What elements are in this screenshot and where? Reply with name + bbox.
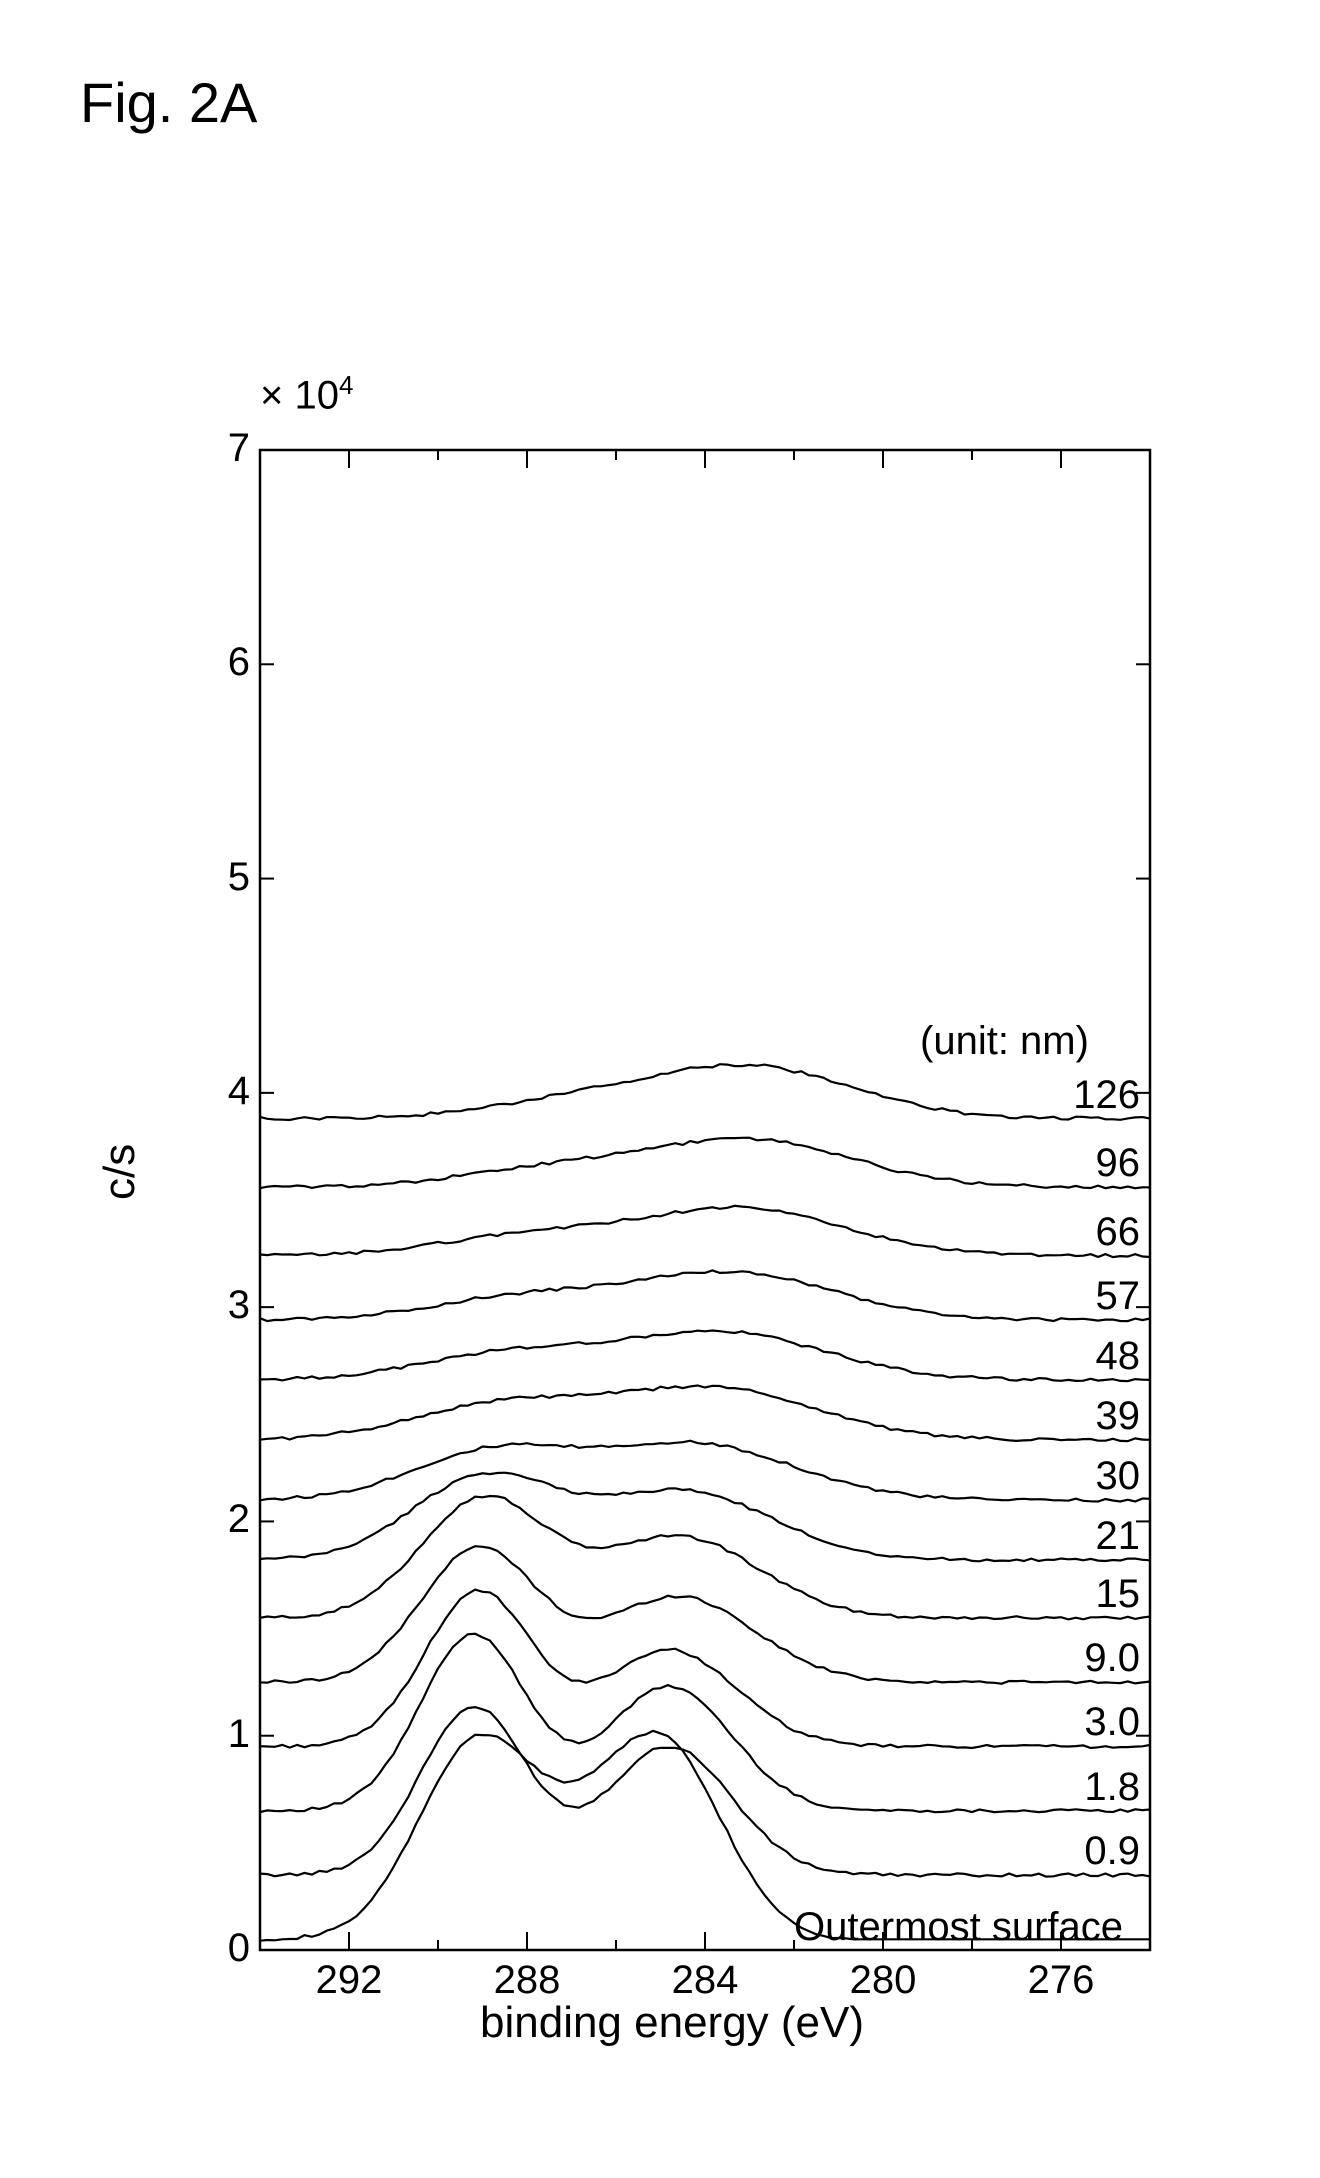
series-label: 1.8 <box>1010 1765 1140 1810</box>
figure-label: Fig. 2A <box>80 70 257 135</box>
x-tick-label: 280 <box>838 1958 928 2003</box>
y-tick-label: 7 <box>210 426 250 471</box>
y-tick-label: 2 <box>210 1497 250 1542</box>
unit-label: (unit: nm) <box>920 1019 1089 1064</box>
series-label: 3.0 <box>1010 1700 1140 1745</box>
y-tick-label: 0 <box>210 1926 250 1971</box>
series-label: 21 <box>1010 1514 1140 1559</box>
y-tick-label: 6 <box>210 640 250 685</box>
y-tick-label: 5 <box>210 855 250 900</box>
series-label: 39 <box>1010 1394 1140 1439</box>
y-tick-label: 3 <box>210 1283 250 1328</box>
page: Fig. 2A × 104 c/s binding energy (eV) 01… <box>0 0 1320 2178</box>
series-label: 57 <box>1010 1274 1140 1319</box>
x-tick-label: 292 <box>304 1958 394 2003</box>
series-label: Outermost surface <box>794 1905 1214 1950</box>
series-label: 30 <box>1010 1454 1140 1499</box>
series-label: 9.0 <box>1010 1636 1140 1681</box>
y-exponent-sup: 4 <box>339 370 353 400</box>
series-label: 96 <box>1010 1141 1140 1186</box>
series-label: 126 <box>1010 1073 1140 1118</box>
xps-chart <box>130 410 1220 1990</box>
series-label: 48 <box>1010 1334 1140 1379</box>
series-label: 0.9 <box>1010 1829 1140 1874</box>
y-tick-label: 4 <box>210 1069 250 1114</box>
x-tick-label: 288 <box>482 1958 572 2003</box>
x-tick-label: 284 <box>660 1958 750 2003</box>
series-label: 66 <box>1010 1210 1140 1255</box>
y-tick-label: 1 <box>210 1712 250 1757</box>
series-label: 15 <box>1010 1572 1140 1617</box>
x-axis-label: binding energy (eV) <box>480 1998 864 2048</box>
x-tick-label: 276 <box>1016 1958 1106 2003</box>
